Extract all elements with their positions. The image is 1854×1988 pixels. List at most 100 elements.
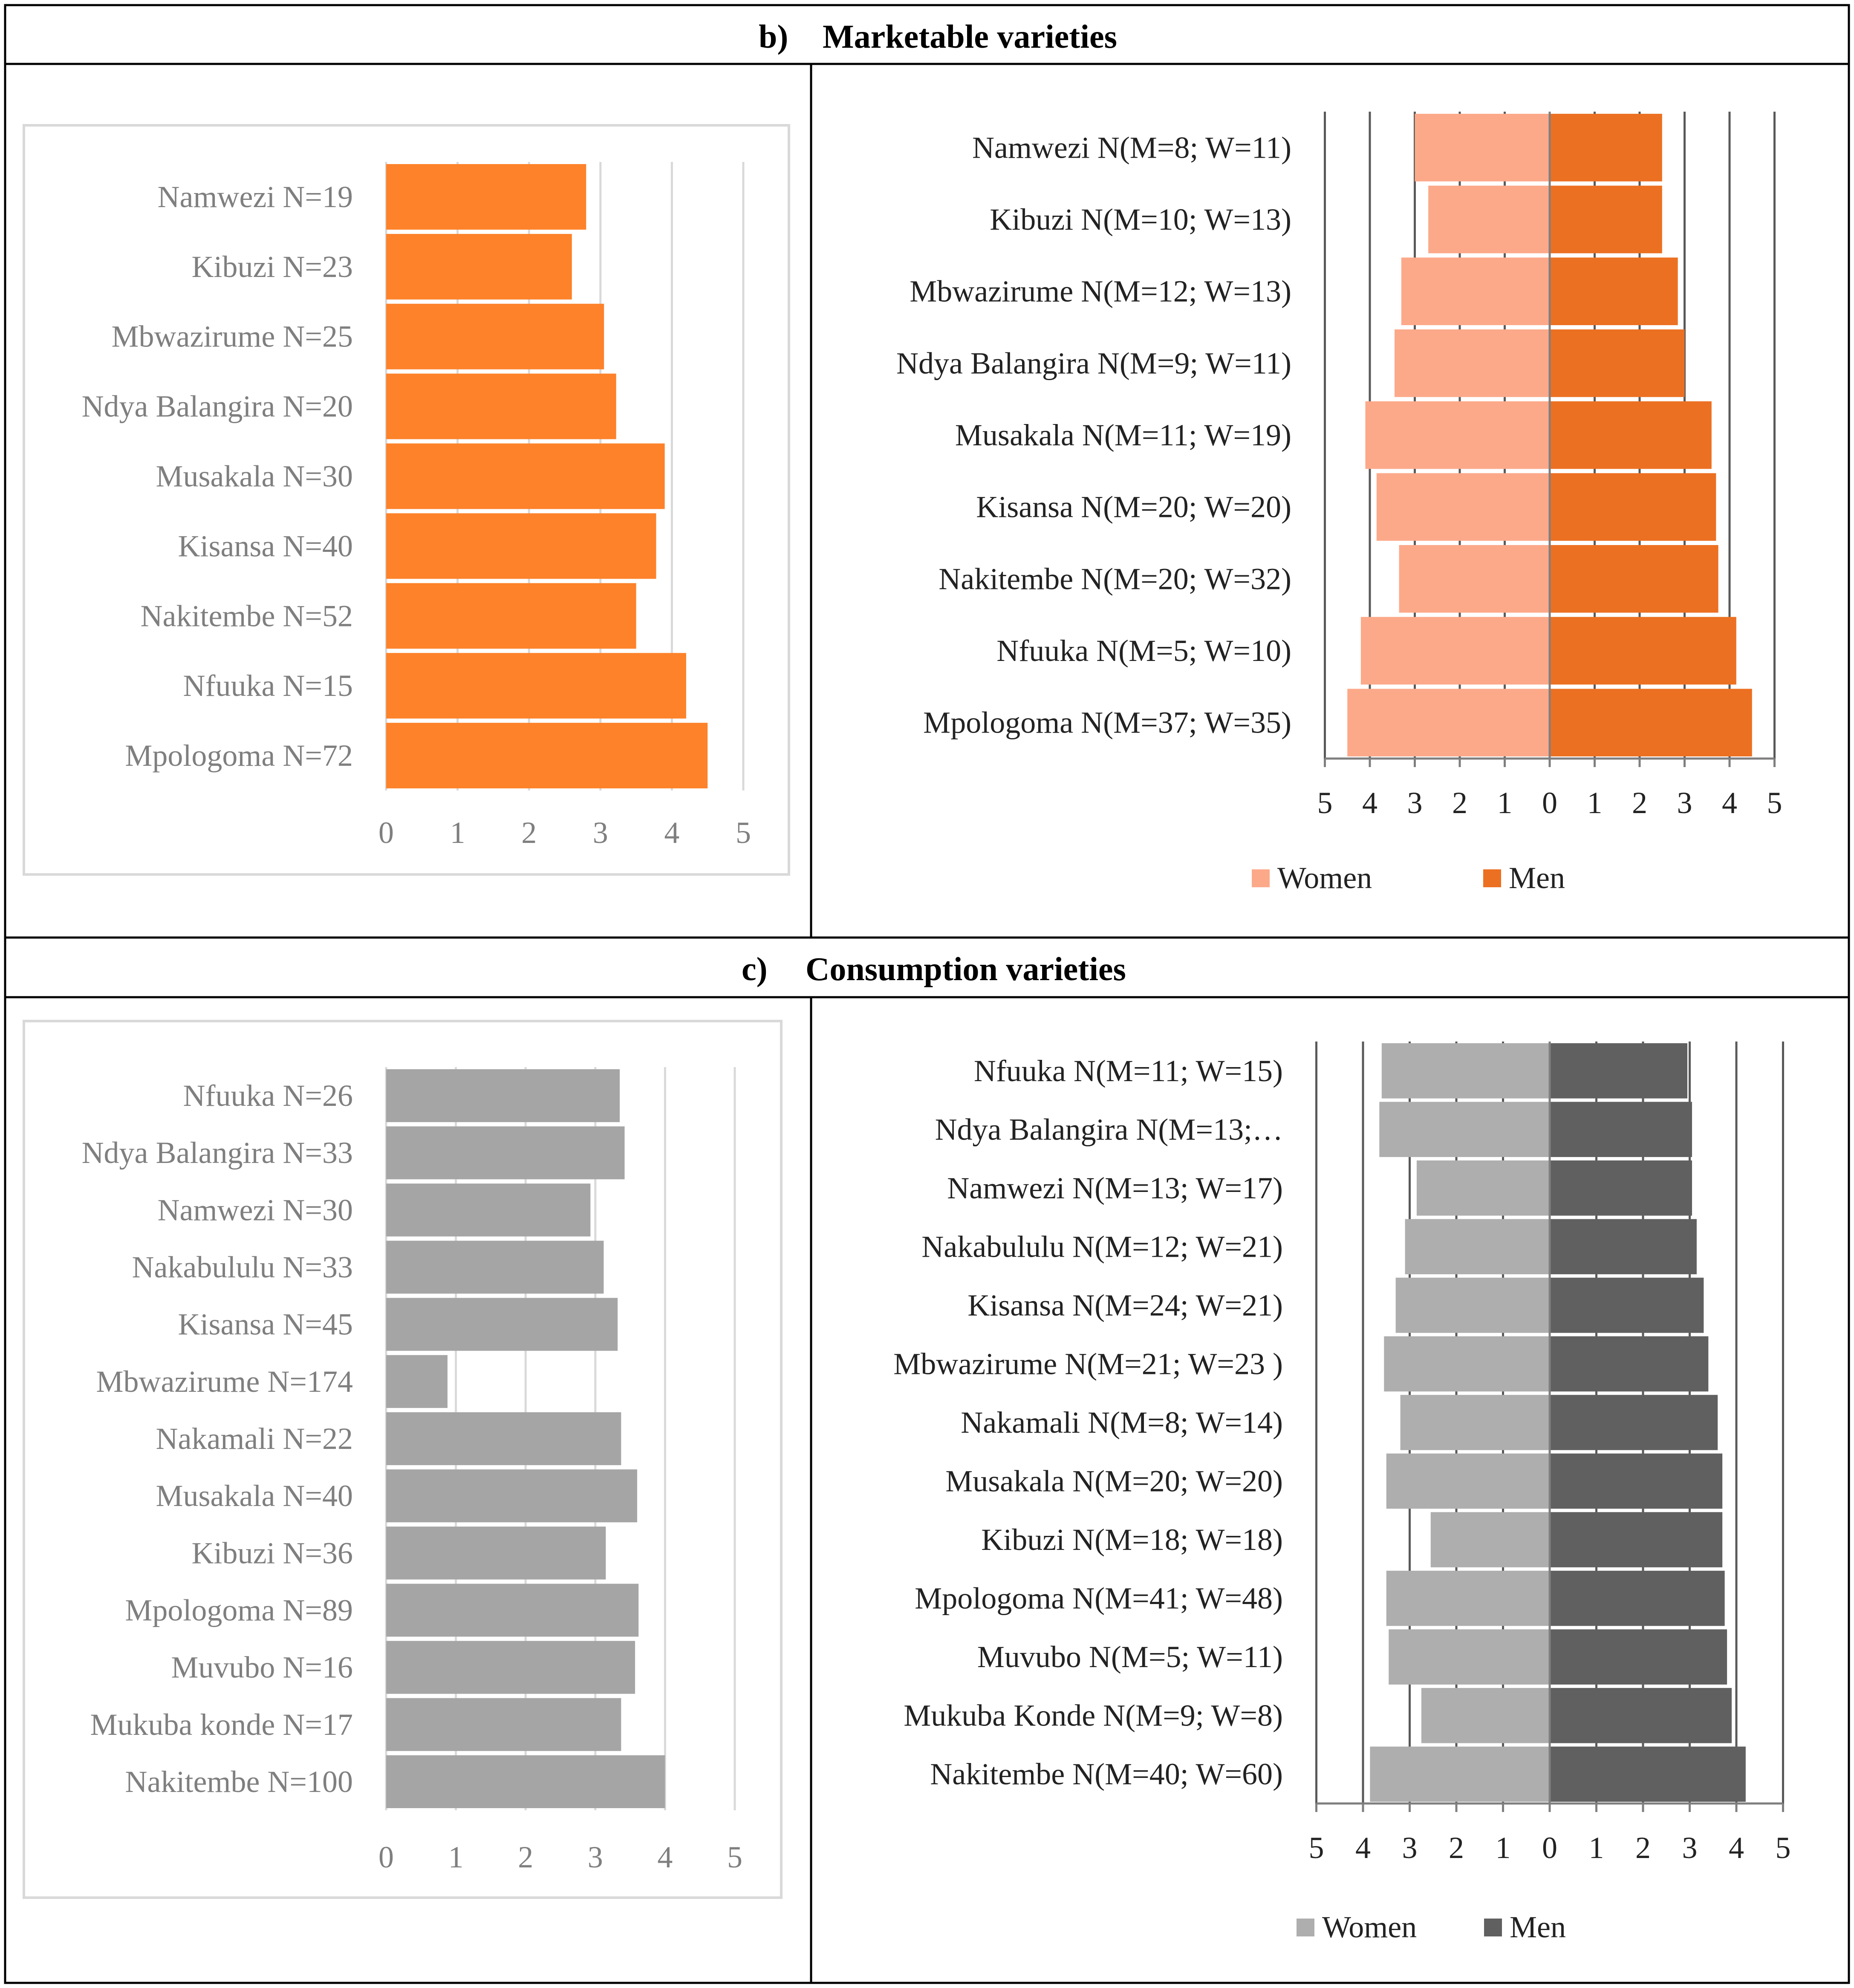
bar-women xyxy=(1428,185,1550,254)
bar-men xyxy=(1550,1278,1704,1333)
bar xyxy=(386,583,636,649)
x-tick-label: 3 xyxy=(1402,1831,1418,1865)
bar xyxy=(386,653,686,719)
x-tick-label: 3 xyxy=(588,1840,603,1874)
bar-women xyxy=(1370,1746,1550,1802)
x-tick-label: 4 xyxy=(657,1840,673,1874)
category-label: Nakitembe N(M=40; W=60) xyxy=(930,1757,1283,1791)
bar-women xyxy=(1386,1570,1550,1626)
x-tick-label: 4 xyxy=(1362,786,1378,820)
bar-women xyxy=(1389,1629,1550,1685)
category-label: Mukuba Konde N(M=9; W=8) xyxy=(904,1699,1283,1733)
bar-women xyxy=(1416,1160,1550,1216)
category-label: Muvubo N=16 xyxy=(171,1650,353,1685)
bar xyxy=(386,513,656,579)
category-label: Kibuzi N(M=10; W=13) xyxy=(990,202,1291,237)
x-tick-label: 5 xyxy=(1317,786,1333,820)
category-label: Nakamali N=22 xyxy=(156,1422,353,1456)
bar xyxy=(386,1069,620,1122)
bar-women xyxy=(1421,1688,1550,1743)
bar xyxy=(386,1584,639,1637)
bar-men xyxy=(1550,1746,1746,1802)
x-tick-label: 0 xyxy=(378,1840,394,1874)
bar-men xyxy=(1550,1512,1723,1567)
bar-men xyxy=(1550,1043,1688,1099)
x-tick-label: 1 xyxy=(1589,1831,1604,1865)
category-label: Mbwazirume N=25 xyxy=(112,320,353,354)
category-label: Namwezi N=19 xyxy=(158,180,353,214)
category-label: Nakabululu N=33 xyxy=(132,1250,353,1284)
legend-label-men: Men xyxy=(1510,1910,1566,1944)
legend-label-women: Women xyxy=(1322,1910,1417,1944)
x-tick-label: 3 xyxy=(1677,786,1692,820)
category-label: Namwezi N(M=8; W=11) xyxy=(972,130,1291,164)
x-tick-label: 5 xyxy=(1767,786,1782,820)
bar-men xyxy=(1550,185,1662,254)
category-label: Mpologoma N(M=41; W=48) xyxy=(915,1581,1283,1616)
category-label: Mukuba konde N=17 xyxy=(90,1708,353,1742)
x-tick-label: 2 xyxy=(1452,786,1467,820)
consumption-overall-chart: Nfuuka N=26 Ndya Balangira N=33 Namwezi N=… xyxy=(82,1067,742,1874)
bar-men xyxy=(1550,401,1712,469)
x-tick-label: 5 xyxy=(736,816,751,850)
category-label: Nakamali N(M=8; W=14) xyxy=(961,1405,1283,1440)
bar-women xyxy=(1430,1512,1550,1567)
category-label: Musakala N(M=20; W=20) xyxy=(945,1464,1283,1498)
x-tick-label: 4 xyxy=(1355,1831,1371,1865)
category-label: Nakitembe N=52 xyxy=(141,599,353,633)
bar xyxy=(386,1241,604,1294)
bar-men xyxy=(1550,1160,1692,1216)
marketable-gender-chart: Namwezi N(M=8; W=11) Kibuzi N(M=10; W=13)… xyxy=(896,112,1782,895)
x-tick-label: 3 xyxy=(1682,1831,1698,1865)
x-tick-label: 2 xyxy=(1449,1831,1464,1865)
x-tick-label: 5 xyxy=(727,1840,742,1874)
bar xyxy=(386,443,665,509)
bar-women xyxy=(1415,114,1550,182)
bar-women xyxy=(1347,689,1550,756)
legend-swatch-women xyxy=(1297,1919,1314,1936)
category-label: Ndya Balangira N=20 xyxy=(82,390,353,424)
x-tick-label: 4 xyxy=(664,816,679,850)
category-label: Mbwazirume N=174 xyxy=(96,1365,353,1399)
chart-area-border xyxy=(23,1020,783,1899)
x-tick-label: 1 xyxy=(1587,786,1603,820)
bar-men xyxy=(1550,1395,1718,1450)
bar-women xyxy=(1400,1395,1550,1450)
x-tick-label: 1 xyxy=(448,1840,464,1874)
category-label: Muvubo N(M=5; W=11) xyxy=(977,1640,1283,1674)
bar-men xyxy=(1550,114,1662,182)
category-label: Nfuuka N=26 xyxy=(183,1079,353,1113)
x-tick-label: 2 xyxy=(1632,786,1647,820)
bar-women xyxy=(1384,1336,1550,1392)
bar xyxy=(386,303,604,369)
category-label: Kibuzi N=36 xyxy=(191,1536,353,1570)
category-label: Nakitembe N(M=20; W=32) xyxy=(939,562,1291,596)
category-label: Namwezi N(M=13; W=17) xyxy=(947,1171,1283,1205)
bar-women xyxy=(1376,473,1550,541)
bar xyxy=(386,1698,621,1751)
bar-men xyxy=(1550,257,1678,325)
marketable-overall-chart: Namwezi N=19 Kibuzi N=23 Mbwazirume N=25 Nd… xyxy=(82,162,751,850)
chart-area-border xyxy=(23,124,790,876)
bar-women xyxy=(1399,545,1550,613)
legend-label-men: Men xyxy=(1509,861,1565,895)
bar-women xyxy=(1395,329,1550,397)
bar-men xyxy=(1550,545,1718,613)
bar-women xyxy=(1386,1453,1550,1509)
bar-men xyxy=(1550,1219,1697,1275)
bar xyxy=(386,1298,618,1351)
bar-men xyxy=(1550,473,1716,541)
bar xyxy=(386,234,572,300)
category-label: Musakala N=30 xyxy=(156,459,353,493)
bar-women xyxy=(1381,1043,1550,1099)
category-label: Musakala N=40 xyxy=(156,1479,353,1513)
consumption-gender-chart: Nfuuka N(M=11; W=15) Ndya Balangira N(M=1… xyxy=(893,1042,1791,1944)
bar xyxy=(386,164,586,230)
category-label: Kisansa N(M=20; W=20) xyxy=(976,490,1291,524)
x-tick-label: 1 xyxy=(450,816,465,850)
category-label: Kisansa N=40 xyxy=(178,529,353,563)
table-border xyxy=(4,4,1850,1984)
bar xyxy=(386,1469,637,1523)
category-label: Nfuuka N=15 xyxy=(183,669,353,703)
